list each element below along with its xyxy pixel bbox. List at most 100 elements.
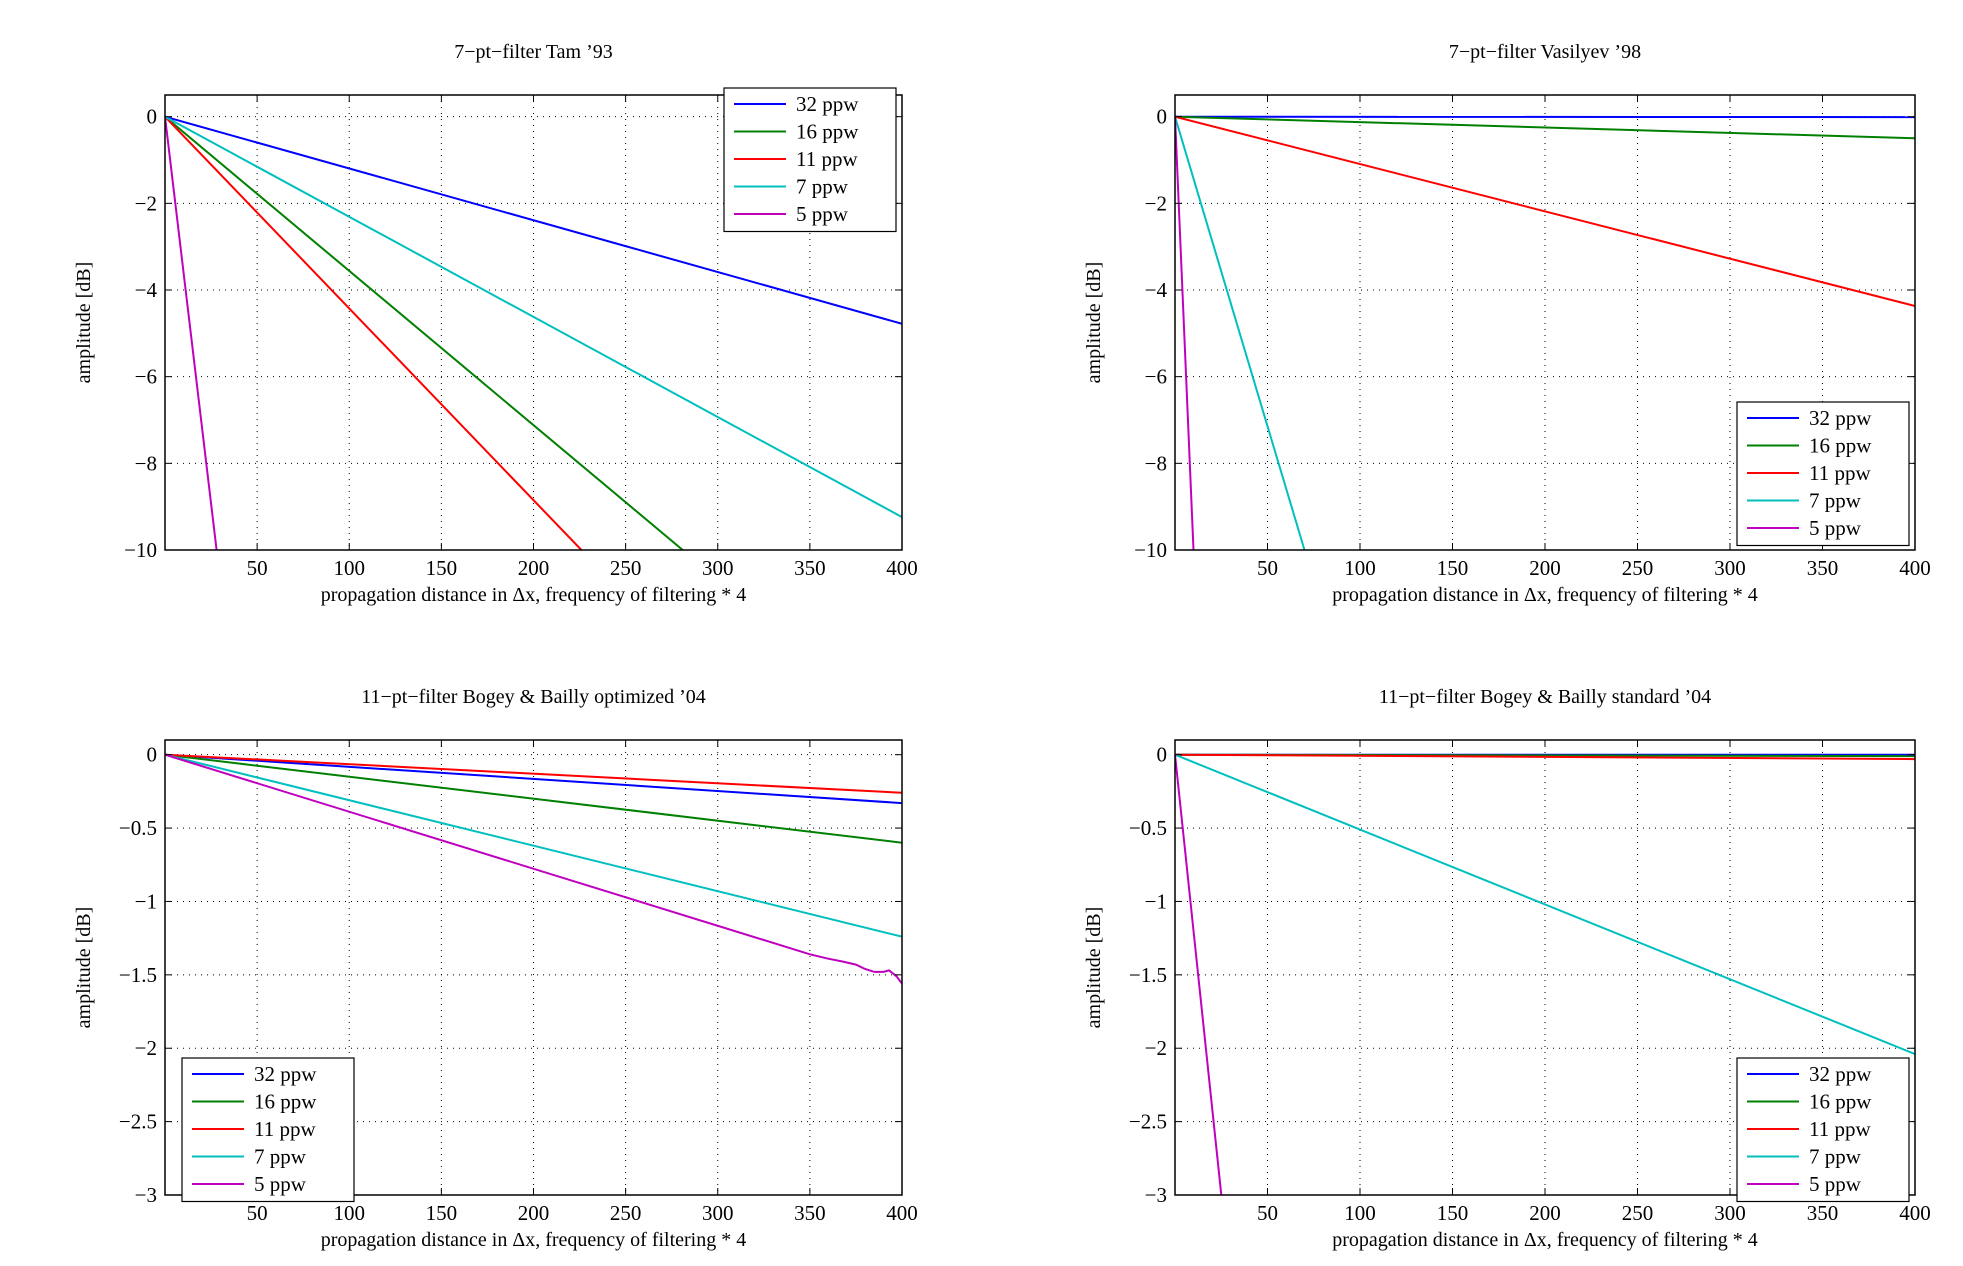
y-tick-label: −0.5	[1129, 816, 1167, 840]
x-tick-label: 50	[247, 556, 268, 580]
series-line-16-ppw	[165, 753, 902, 844]
y-tick-label: −8	[1145, 451, 1167, 475]
legend-label: 16 ppw	[254, 1090, 317, 1114]
legend-label: 7 ppw	[796, 175, 849, 199]
y-tick-label: −2.5	[1129, 1110, 1167, 1134]
y-axis-label: amplitude [dB]	[1083, 907, 1105, 1029]
panel-bogey-bailly-standard-04: 50 100 150 200 250 300 350 400 0 −0.5 −1 −1.5 −2 −2.5…	[1083, 686, 1931, 1251]
panel-bogey-bailly-optimized-04: 50 100 150 200 250 300 350 400 0 −0.5 −1 −1.5 −2 −2.5…	[73, 686, 918, 1251]
y-tick-label: 0	[1157, 105, 1168, 129]
x-tick-label: 350	[1807, 556, 1839, 580]
y-axis-label: amplitude [dB]	[73, 907, 95, 1029]
legend-label: 5 ppw	[254, 1172, 307, 1196]
panel-vasilyev-98: 50 100 150 200 250 300 350 400 0 −2 −4 −6 −8 −10 7−pt−…	[1083, 41, 1931, 606]
x-tick-label: 300	[1714, 1201, 1746, 1225]
x-tick-label: 250	[610, 1201, 642, 1225]
x-tick-label: 350	[794, 556, 826, 580]
x-axis-label: propagation distance in Δx, frequency of…	[321, 584, 747, 606]
series-line-11-ppw	[165, 753, 902, 794]
legend-label: 32 ppw	[796, 92, 859, 116]
y-tick-label: −10	[124, 538, 157, 562]
y-tick-label: −10	[1134, 538, 1167, 562]
y-tick-label: −2	[135, 191, 157, 215]
y-tick-label: −3	[1145, 1183, 1167, 1207]
y-tick-label: −2	[1145, 1036, 1167, 1060]
x-tick-label: 150	[426, 556, 458, 580]
legend-label: 32 ppw	[1809, 1062, 1872, 1086]
y-tick-label: −6	[1145, 365, 1167, 389]
legend-label: 11 ppw	[1809, 461, 1871, 485]
y-tick-label: −1	[1145, 889, 1167, 913]
legend-label: 16 ppw	[1809, 1090, 1872, 1114]
legend: 32 ppw 16 ppw 11 ppw 7 ppw 5 ppw	[1736, 1057, 1910, 1203]
legend-label: 7 ppw	[254, 1145, 307, 1169]
x-tick-label: 300	[1714, 556, 1746, 580]
legend-label: 5 ppw	[1809, 516, 1862, 540]
x-tick-label: 100	[334, 556, 366, 580]
legend-label: 32 ppw	[1809, 406, 1872, 430]
y-tick-label: −0.5	[119, 816, 157, 840]
legend-label: 11 ppw	[796, 147, 858, 171]
legend: 32 ppw 16 ppw 11 ppw 7 ppw 5 ppw	[723, 87, 897, 233]
x-axis-label: propagation distance in Δx, frequency of…	[1332, 584, 1758, 606]
legend-label: 7 ppw	[1809, 489, 1862, 513]
legend-label: 5 ppw	[1809, 1172, 1862, 1196]
y-tick-label: −1.5	[119, 963, 157, 987]
x-tick-label: 200	[518, 1201, 550, 1225]
y-tick-label: −2.5	[119, 1110, 157, 1134]
x-tick-label: 50	[1257, 556, 1278, 580]
x-axis-label: propagation distance in Δx, frequency of…	[1332, 1229, 1758, 1251]
legend-label: 16 ppw	[796, 120, 859, 144]
x-tick-label: 300	[702, 556, 734, 580]
chart-title: 7−pt−filter Vasilyev ’98	[1449, 41, 1641, 63]
x-tick-label: 350	[794, 1201, 826, 1225]
series-line-11-ppw	[1175, 753, 1915, 761]
x-tick-label: 100	[1344, 556, 1376, 580]
series-line-32-ppw	[165, 753, 902, 805]
x-tick-label: 400	[1899, 1201, 1931, 1225]
legend-label: 11 ppw	[254, 1117, 316, 1141]
series-line-7-ppw	[1175, 753, 1915, 1056]
series-line-16-ppw	[1175, 115, 1915, 140]
series-line-11-ppw	[1175, 115, 1915, 307]
legend: 32 ppw 16 ppw 11 ppw 7 ppw 5 ppw	[1736, 401, 1910, 547]
legend-label: 32 ppw	[254, 1062, 317, 1086]
series-line-32-ppw	[165, 115, 902, 325]
legend-label: 5 ppw	[796, 202, 849, 226]
y-tick-label: 0	[147, 105, 158, 129]
series-line-16-ppw	[165, 115, 684, 550]
chart-title: 11−pt−filter Bogey & Bailly optimized ’0…	[361, 686, 706, 708]
y-tick-label: −8	[135, 451, 157, 475]
legend: 32 ppw 16 ppw 11 ppw 7 ppw 5 ppw	[181, 1057, 355, 1203]
x-tick-label: 150	[1437, 556, 1469, 580]
y-tick-label: −2	[1145, 191, 1167, 215]
y-axis-label: amplitude [dB]	[73, 262, 95, 384]
x-tick-label: 400	[886, 1201, 918, 1225]
y-tick-label: 0	[147, 743, 158, 767]
y-tick-label: −4	[1145, 278, 1168, 302]
y-tick-label: −4	[135, 278, 158, 302]
y-axis-label: amplitude [dB]	[1083, 262, 1105, 384]
series-line-5-ppw	[165, 116, 218, 550]
x-tick-label: 200	[518, 556, 550, 580]
y-tick-label: −6	[135, 365, 157, 389]
x-tick-label: 400	[1899, 556, 1931, 580]
x-tick-label: 50	[247, 1201, 268, 1225]
y-tick-label: 0	[1157, 743, 1168, 767]
x-tick-label: 250	[1622, 556, 1654, 580]
y-tick-label: −1	[135, 889, 157, 913]
x-axis-label: propagation distance in Δx, frequency of…	[321, 1229, 747, 1251]
y-tick-label: −2	[135, 1036, 157, 1060]
y-tick-label: −3	[135, 1183, 157, 1207]
series-line-5-ppw	[165, 753, 902, 985]
y-tick-label: −1.5	[1129, 963, 1167, 987]
x-tick-label: 150	[1437, 1201, 1469, 1225]
x-tick-label: 250	[610, 556, 642, 580]
series-line-5-ppw	[1175, 754, 1223, 1195]
x-tick-label: 100	[1344, 1201, 1376, 1225]
x-tick-label: 150	[426, 1201, 458, 1225]
x-tick-label: 300	[702, 1201, 734, 1225]
x-tick-label: 200	[1529, 1201, 1561, 1225]
x-tick-label: 400	[886, 556, 918, 580]
